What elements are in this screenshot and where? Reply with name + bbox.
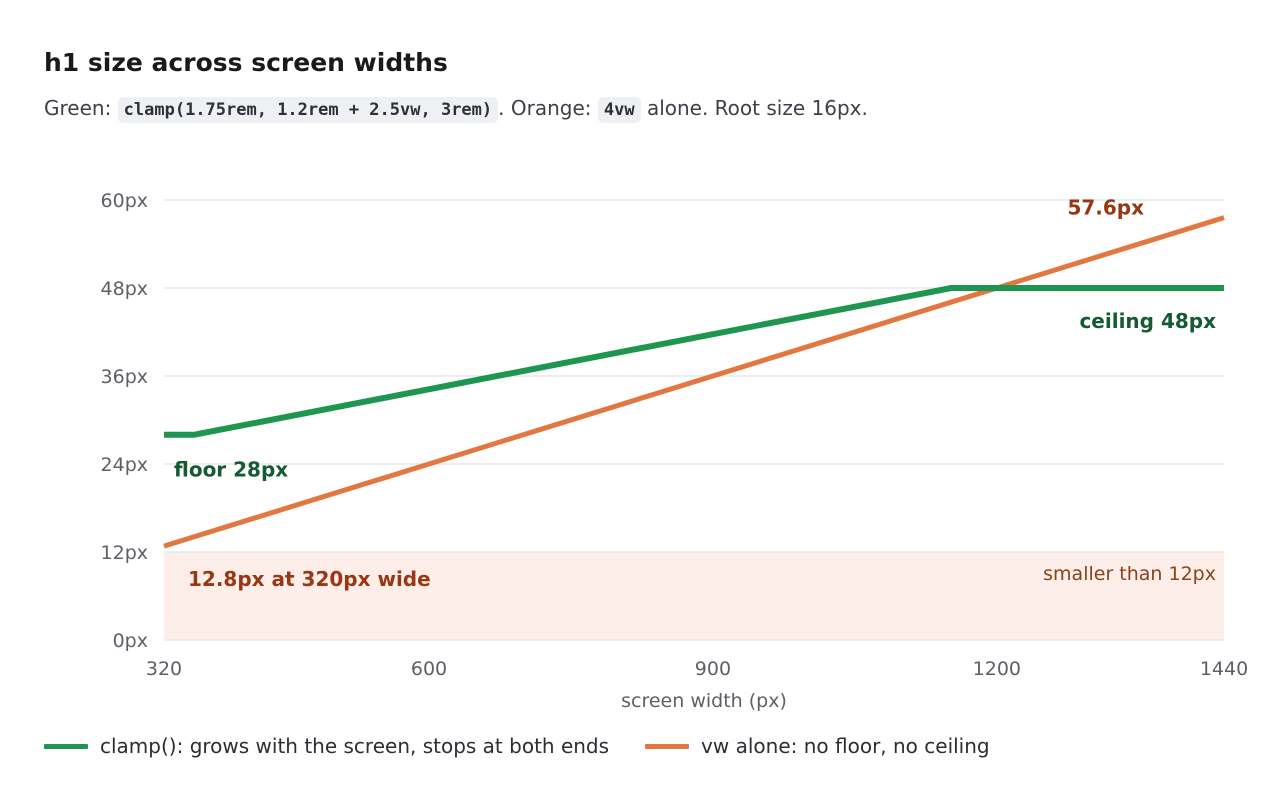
small-size-band-label: smaller than 12px bbox=[1043, 563, 1216, 585]
x-tick-label: 1200 bbox=[973, 658, 1021, 680]
series-line-clamp bbox=[164, 285, 1224, 438]
annotation-vw-min: 12.8px at 320px wide bbox=[188, 567, 431, 591]
legend-swatch-vw bbox=[645, 743, 690, 749]
x-tick-label: 900 bbox=[695, 658, 731, 680]
series-line-vw bbox=[163, 215, 1225, 549]
y-tick-label: 24px bbox=[101, 454, 148, 476]
subtitle-orange-prefix: . Orange: bbox=[498, 96, 592, 120]
y-tick-label: 12px bbox=[101, 542, 148, 564]
legend-label-clamp: clamp(): grows with the screen, stops at… bbox=[100, 734, 610, 758]
subtitle-green-prefix: Green: bbox=[44, 96, 112, 120]
legend-item-vw: vw alone: no floor, no ceiling bbox=[645, 734, 990, 758]
clamp-code: clamp(1.75rem, 1.2rem + 2.5vw, 3rem) bbox=[117, 97, 499, 123]
y-tick-label: 36px bbox=[101, 366, 148, 388]
y-tick-label: 60px bbox=[101, 190, 148, 212]
legend-item-clamp: clamp(): grows with the screen, stops at… bbox=[44, 734, 609, 758]
annotation-clamp-floor: floor 28px bbox=[174, 458, 288, 482]
legend-swatch-clamp bbox=[44, 743, 88, 749]
chart-subtitle: Green: clamp(1.75rem, 1.2rem + 2.5vw, 3r… bbox=[44, 96, 868, 123]
chart-legend: clamp(): grows with the screen, stops at… bbox=[44, 734, 1026, 758]
vw-code: 4vw bbox=[597, 97, 641, 123]
x-axis-label: screen width (px) bbox=[621, 690, 787, 712]
annotation-clamp-ceiling: ceiling 48px bbox=[1079, 309, 1216, 333]
x-tick-label: 600 bbox=[411, 658, 447, 680]
x-tick-label: 1440 bbox=[1200, 658, 1248, 680]
x-tick-label: 320 bbox=[146, 658, 182, 680]
annotation-vw-max: 57.6px bbox=[1067, 196, 1144, 220]
line-chart: 0px 12px 24px 36px 48px 60px 320 600 900 1200 1440… bbox=[101, 190, 1249, 712]
subtitle-suffix: alone. Root size 16px. bbox=[646, 96, 868, 120]
y-tick-label: 0px bbox=[113, 630, 148, 652]
y-tick-label: 48px bbox=[101, 278, 148, 300]
legend-label-vw: vw alone: no floor, no ceiling bbox=[701, 734, 990, 758]
small-size-band bbox=[164, 552, 1224, 640]
chart-title: h1 size across screen widths bbox=[44, 48, 448, 77]
